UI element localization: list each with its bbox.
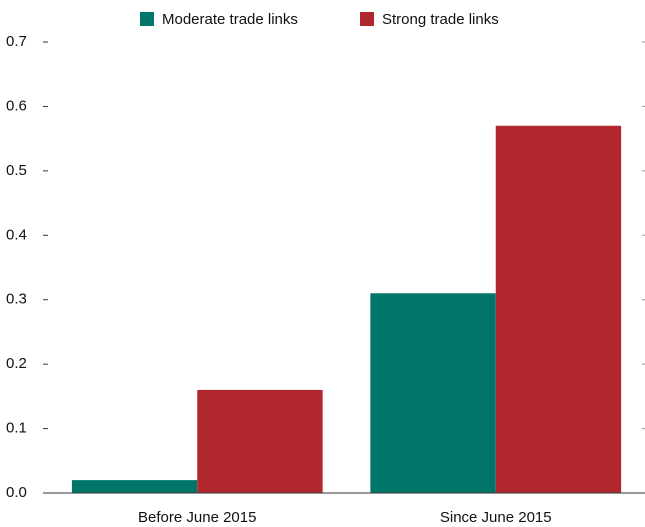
y-tick-label: 0.1 xyxy=(6,420,27,437)
legend-label: Moderate trade links xyxy=(162,11,298,28)
y-tick-label: 0.3 xyxy=(6,291,27,308)
y-tick-label: 0.6 xyxy=(6,97,27,114)
y-tick-label: 0.7 xyxy=(6,33,27,50)
legend-swatch xyxy=(140,12,154,26)
bar xyxy=(71,480,198,493)
legend-swatch xyxy=(360,12,374,26)
x-tick-label: Since June 2015 xyxy=(440,509,552,526)
bar xyxy=(495,125,622,493)
y-tick-label: 0.0 xyxy=(6,484,27,501)
y-tick-label: 0.4 xyxy=(6,226,27,243)
legend-label: Strong trade links xyxy=(382,11,499,28)
y-tick-label: 0.5 xyxy=(6,162,27,179)
x-tick-label: Before June 2015 xyxy=(138,509,256,526)
y-tick-label: 0.2 xyxy=(6,355,27,372)
bar xyxy=(197,389,323,493)
bar xyxy=(370,293,496,493)
